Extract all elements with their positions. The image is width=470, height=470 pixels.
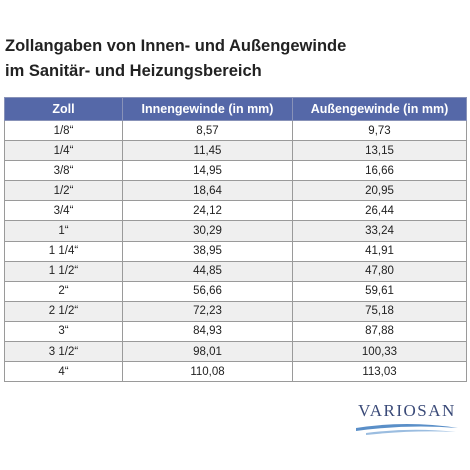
table-cell: 47,80 xyxy=(292,260,467,282)
table-cell: 1/4“ xyxy=(4,140,123,162)
table-row: 2 1/2“ 72,23 75,18 xyxy=(4,300,467,322)
table-cell: 1/8“ xyxy=(4,119,123,142)
table-cell: 1/2“ xyxy=(4,180,123,202)
table-cell: 1 1/4“ xyxy=(4,240,123,262)
table-cell: 24,12 xyxy=(122,200,293,222)
column-header: Außengewinde (in mm) xyxy=(292,97,467,121)
table-cell: 14,95 xyxy=(122,160,293,182)
table-cell: 113,03 xyxy=(292,361,467,383)
table-cell: 59,61 xyxy=(292,280,467,302)
table-row: 1 1/4“ 38,95 41,91 xyxy=(4,240,467,262)
table-cell: 9,73 xyxy=(292,119,467,142)
table-row: 1 1/2“ 44,85 47,80 xyxy=(4,260,467,282)
table-row: 1/4“ 11,45 13,15 xyxy=(4,140,467,162)
column-header: Zoll xyxy=(4,97,123,121)
column-header: Innengewinde (in mm) xyxy=(122,97,293,121)
logo-text: VARIOSAN xyxy=(358,401,456,420)
table-cell: 110,08 xyxy=(122,361,293,383)
table-cell: 1 1/2“ xyxy=(4,260,123,282)
table-cell: 3“ xyxy=(4,320,123,343)
title-line: Zollangaben von Innen- und Außengewinde xyxy=(5,37,347,55)
table-cell: 16,66 xyxy=(292,160,467,182)
table-cell: 100,33 xyxy=(292,341,467,363)
table-row: 2“ 56,66 59,61 xyxy=(4,280,467,302)
table-cell: 75,18 xyxy=(292,300,467,322)
table-cell: 11,45 xyxy=(122,140,293,162)
table-row: 1/8“ 8,57 9,73 xyxy=(4,119,467,142)
table-cell: 4“ xyxy=(4,361,123,383)
logo: VARIOSAN xyxy=(356,401,458,435)
table-cell: 56,66 xyxy=(122,280,293,302)
table-row: 3“ 84,93 87,88 xyxy=(4,320,467,343)
table-cell: 38,95 xyxy=(122,240,293,262)
table-row: 4“ 110,08 113,03 xyxy=(4,361,467,383)
table-cell: 3/8“ xyxy=(4,160,123,182)
logo-swoosh xyxy=(356,424,458,431)
header-row: Zoll Innengewinde (in mm) Außengewinde (in… xyxy=(4,97,467,121)
table-cell: 30,29 xyxy=(122,220,293,242)
table-cell: 41,91 xyxy=(292,240,467,262)
table-cell: 98,01 xyxy=(122,341,293,363)
table-row: 1“ 30,29 33,24 xyxy=(4,220,467,242)
table-row: 3 1/2“ 98,01 100,33 xyxy=(4,341,467,363)
title: Zollangaben von Innen- und Außengewinde … xyxy=(5,34,346,84)
table-cell: 87,88 xyxy=(292,320,467,343)
table-row: 1/2“ 18,64 20,95 xyxy=(4,180,467,202)
table-row: 3/4“ 24,12 26,44 xyxy=(4,200,467,222)
table-cell: 2“ xyxy=(4,280,123,302)
table-cell: 18,64 xyxy=(122,180,293,202)
table-cell: 2 1/2“ xyxy=(4,300,123,322)
table-cell: 3/4“ xyxy=(4,200,123,222)
table-cell: 44,85 xyxy=(122,260,293,282)
table-cell: 84,93 xyxy=(122,320,293,343)
table-cell: 20,95 xyxy=(292,180,467,202)
table-cell: 13,15 xyxy=(292,140,467,162)
table-cell: 1“ xyxy=(4,220,123,242)
table-cell: 8,57 xyxy=(122,119,293,142)
table-cell: 3 1/2“ xyxy=(4,341,123,363)
table-body: 1/8“ 8,57 9,73 1/4“ 11,45 13,15 3/8“ 14,95 16,66… xyxy=(4,119,467,383)
table-cell: 33,24 xyxy=(292,220,467,242)
table-cell: 26,44 xyxy=(292,200,467,222)
table-row: 3/8“ 14,95 16,66 xyxy=(4,160,467,182)
thread-table: Zoll Innengewinde (in mm) Außengewinde (in… xyxy=(4,97,467,383)
title-line: im Sanitär- und Heizungsbereich xyxy=(5,62,262,80)
table-cell: 72,23 xyxy=(122,300,293,322)
logo-swoosh xyxy=(366,429,456,435)
